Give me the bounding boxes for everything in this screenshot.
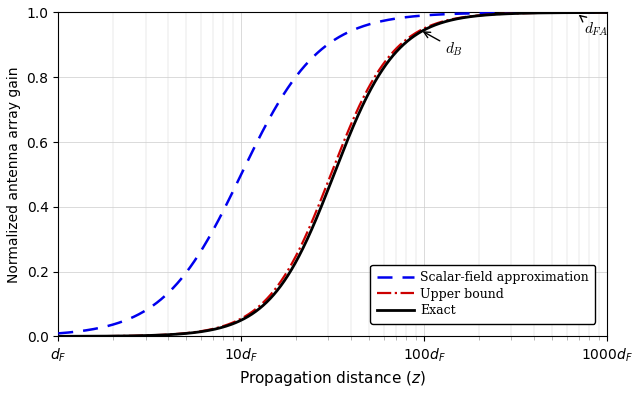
Y-axis label: Normalized antenna array gain: Normalized antenna array gain [7, 66, 21, 283]
Exact [383, 60, 391, 65]
Exact [506, 11, 513, 16]
Exact [54, 334, 62, 339]
Line: Scalar-field approximation: Scalar-field approximation [58, 13, 607, 333]
Exact [604, 10, 611, 15]
Upper bound [264, 295, 272, 300]
Upper bound [383, 56, 391, 61]
Line: Exact: Exact [58, 13, 607, 336]
Upper bound [506, 11, 513, 16]
Exact [464, 15, 472, 19]
Scalar-field approximation [264, 119, 272, 124]
Text: $d_{FA}$: $d_{FA}$ [580, 15, 609, 38]
Upper bound [464, 14, 472, 19]
Scalar-field approximation [54, 331, 62, 336]
Upper bound [604, 10, 611, 15]
Text: $d_B$: $d_B$ [424, 32, 463, 58]
Exact [412, 33, 419, 38]
Scalar-field approximation [604, 10, 611, 15]
Upper bound [54, 334, 62, 339]
Line: Upper bound: Upper bound [58, 13, 607, 336]
Scalar-field approximation [383, 18, 391, 23]
Upper bound [154, 333, 162, 337]
Upper bound [412, 31, 419, 36]
Scalar-field approximation [506, 10, 513, 15]
Exact [264, 299, 272, 303]
Scalar-field approximation [464, 11, 472, 16]
Scalar-field approximation [412, 14, 419, 19]
X-axis label: Propagation distance $(z)$: Propagation distance $(z)$ [239, 369, 426, 388]
Legend: Scalar-field approximation, Upper bound, Exact: Scalar-field approximation, Upper bound,… [371, 265, 595, 324]
Scalar-field approximation [154, 299, 162, 304]
Exact [154, 333, 162, 338]
